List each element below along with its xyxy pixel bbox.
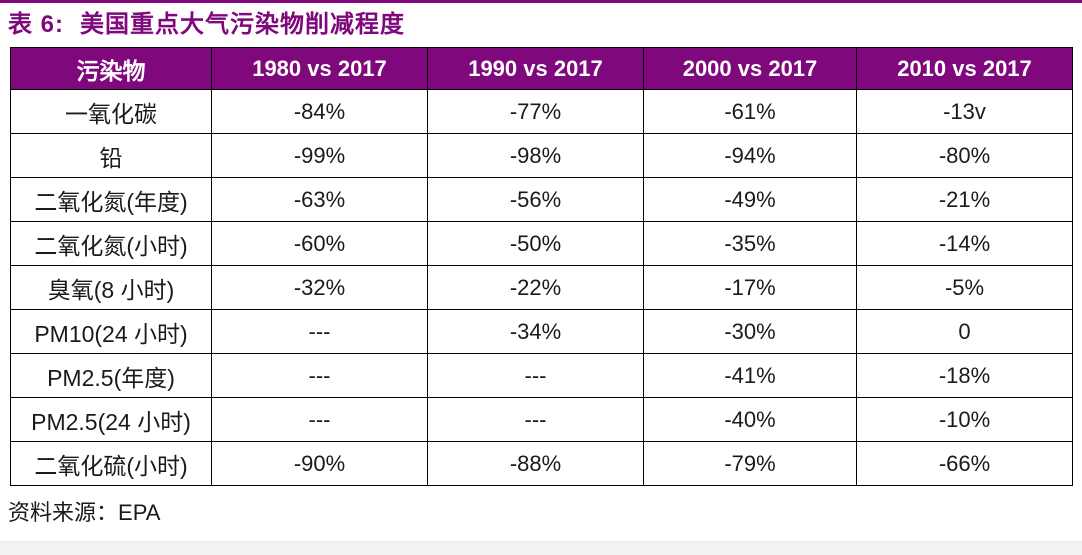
reduction-value-cell: -88% bbox=[427, 441, 644, 486]
table-row: 二氧化氮(年度) -63% -56% -49% -21% bbox=[10, 177, 1073, 222]
column-header-period: 2010 vs 2017 bbox=[856, 47, 1073, 90]
column-header-period: 2000 vs 2017 bbox=[643, 47, 857, 90]
reduction-value-cell: -17% bbox=[643, 265, 857, 310]
table-row: 臭氧(8 小时) -32% -22% -17% -5% bbox=[10, 265, 1073, 310]
table-row: 一氧化碳 -84% -77% -61% -13v bbox=[10, 89, 1073, 134]
column-header-period: 1990 vs 2017 bbox=[427, 47, 644, 90]
table-row: PM2.5(24 小时) --- --- -40% -10% bbox=[10, 397, 1073, 442]
reduction-value-cell: -14% bbox=[856, 221, 1073, 266]
reduction-value-cell: -66% bbox=[856, 441, 1073, 486]
reduction-value-cell: -99% bbox=[211, 133, 428, 178]
reduction-value-cell: -98% bbox=[427, 133, 644, 178]
reduction-value-cell: -80% bbox=[856, 133, 1073, 178]
reduction-value-cell: -10% bbox=[856, 397, 1073, 442]
reduction-value-cell: -35% bbox=[643, 221, 857, 266]
reduction-value-cell: -30% bbox=[643, 309, 857, 354]
column-header-period: 1980 vs 2017 bbox=[211, 47, 428, 90]
reduction-value-cell: -34% bbox=[427, 309, 644, 354]
reduction-value-cell: -63% bbox=[211, 177, 428, 222]
pollutant-name-cell: 一氧化碳 bbox=[10, 89, 212, 134]
column-header-pollutant: 污染物 bbox=[10, 47, 212, 90]
reduction-value-cell: --- bbox=[211, 397, 428, 442]
pollutant-name-cell: 铅 bbox=[10, 133, 212, 178]
reduction-value-cell: -18% bbox=[856, 353, 1073, 398]
reduction-value-cell: --- bbox=[427, 353, 644, 398]
reduction-value-cell: -79% bbox=[643, 441, 857, 486]
reduction-value-cell: -32% bbox=[211, 265, 428, 310]
table-row: PM2.5(年度) --- --- -41% -18% bbox=[10, 353, 1073, 398]
pollutant-name-cell: 臭氧(8 小时) bbox=[10, 265, 212, 310]
reduction-value-cell: -40% bbox=[643, 397, 857, 442]
table-row: PM10(24 小时) --- -34% -30% 0 bbox=[10, 309, 1073, 354]
reduction-value-cell: -60% bbox=[211, 221, 428, 266]
pollutant-name-cell: PM2.5(24 小时) bbox=[10, 397, 212, 442]
reduction-value-cell: -94% bbox=[643, 133, 857, 178]
source-note: 资料来源：EPA bbox=[8, 495, 1082, 527]
pollutant-name-cell: PM2.5(年度) bbox=[10, 353, 212, 398]
table-row: 二氧化硫(小时) -90% -88% -79% -66% bbox=[10, 441, 1073, 486]
table-title-prefix: 表 6: bbox=[8, 11, 65, 38]
reduction-value-cell: -50% bbox=[427, 221, 644, 266]
reduction-value-cell: -49% bbox=[643, 177, 857, 222]
reduction-value-cell: -90% bbox=[211, 441, 428, 486]
table-row: 二氧化氮(小时) -60% -50% -35% -14% bbox=[10, 221, 1073, 266]
reduction-value-cell: -13v bbox=[856, 89, 1073, 134]
table-title: 表 6: 美国重点大气污染物削减程度 bbox=[8, 10, 1082, 40]
pollutant-name-cell: PM10(24 小时) bbox=[10, 309, 212, 354]
reduction-value-cell: -61% bbox=[643, 89, 857, 134]
pollutant-reduction-table: 污染物 1980 vs 2017 1990 vs 2017 2000 vs 2017 2… bbox=[10, 47, 1073, 486]
reduction-value-cell: -41% bbox=[643, 353, 857, 398]
pollutant-name-cell: 二氧化硫(小时) bbox=[10, 441, 212, 486]
table-title-text: 美国重点大气污染物削减程度 bbox=[80, 11, 406, 38]
top-accent-rule bbox=[0, 0, 1082, 3]
reduction-value-cell: -56% bbox=[427, 177, 644, 222]
table-body: 一氧化碳 -84% -77% -61% -13v 铅 -99% -98% -94% -80% 二氧化… bbox=[10, 89, 1073, 486]
reduction-value-cell: -77% bbox=[427, 89, 644, 134]
table-row: 铅 -99% -98% -94% -80% bbox=[10, 133, 1073, 178]
source-label: 资料来源： bbox=[8, 500, 119, 525]
reduction-value-cell: -21% bbox=[856, 177, 1073, 222]
reduction-value-cell: 0 bbox=[856, 309, 1073, 354]
reduction-value-cell: -5% bbox=[856, 265, 1073, 310]
reduction-value-cell: -22% bbox=[427, 265, 644, 310]
reduction-value-cell: --- bbox=[427, 397, 644, 442]
source-value: EPA bbox=[118, 500, 161, 525]
pollutant-name-cell: 二氧化氮(年度) bbox=[10, 177, 212, 222]
pollutant-name-cell: 二氧化氮(小时) bbox=[10, 221, 212, 266]
bottom-page-strip bbox=[0, 541, 1082, 555]
table-header-row: 污染物 1980 vs 2017 1990 vs 2017 2000 vs 2017 2… bbox=[10, 47, 1073, 90]
reduction-value-cell: --- bbox=[211, 353, 428, 398]
reduction-value-cell: -84% bbox=[211, 89, 428, 134]
reduction-value-cell: --- bbox=[211, 309, 428, 354]
